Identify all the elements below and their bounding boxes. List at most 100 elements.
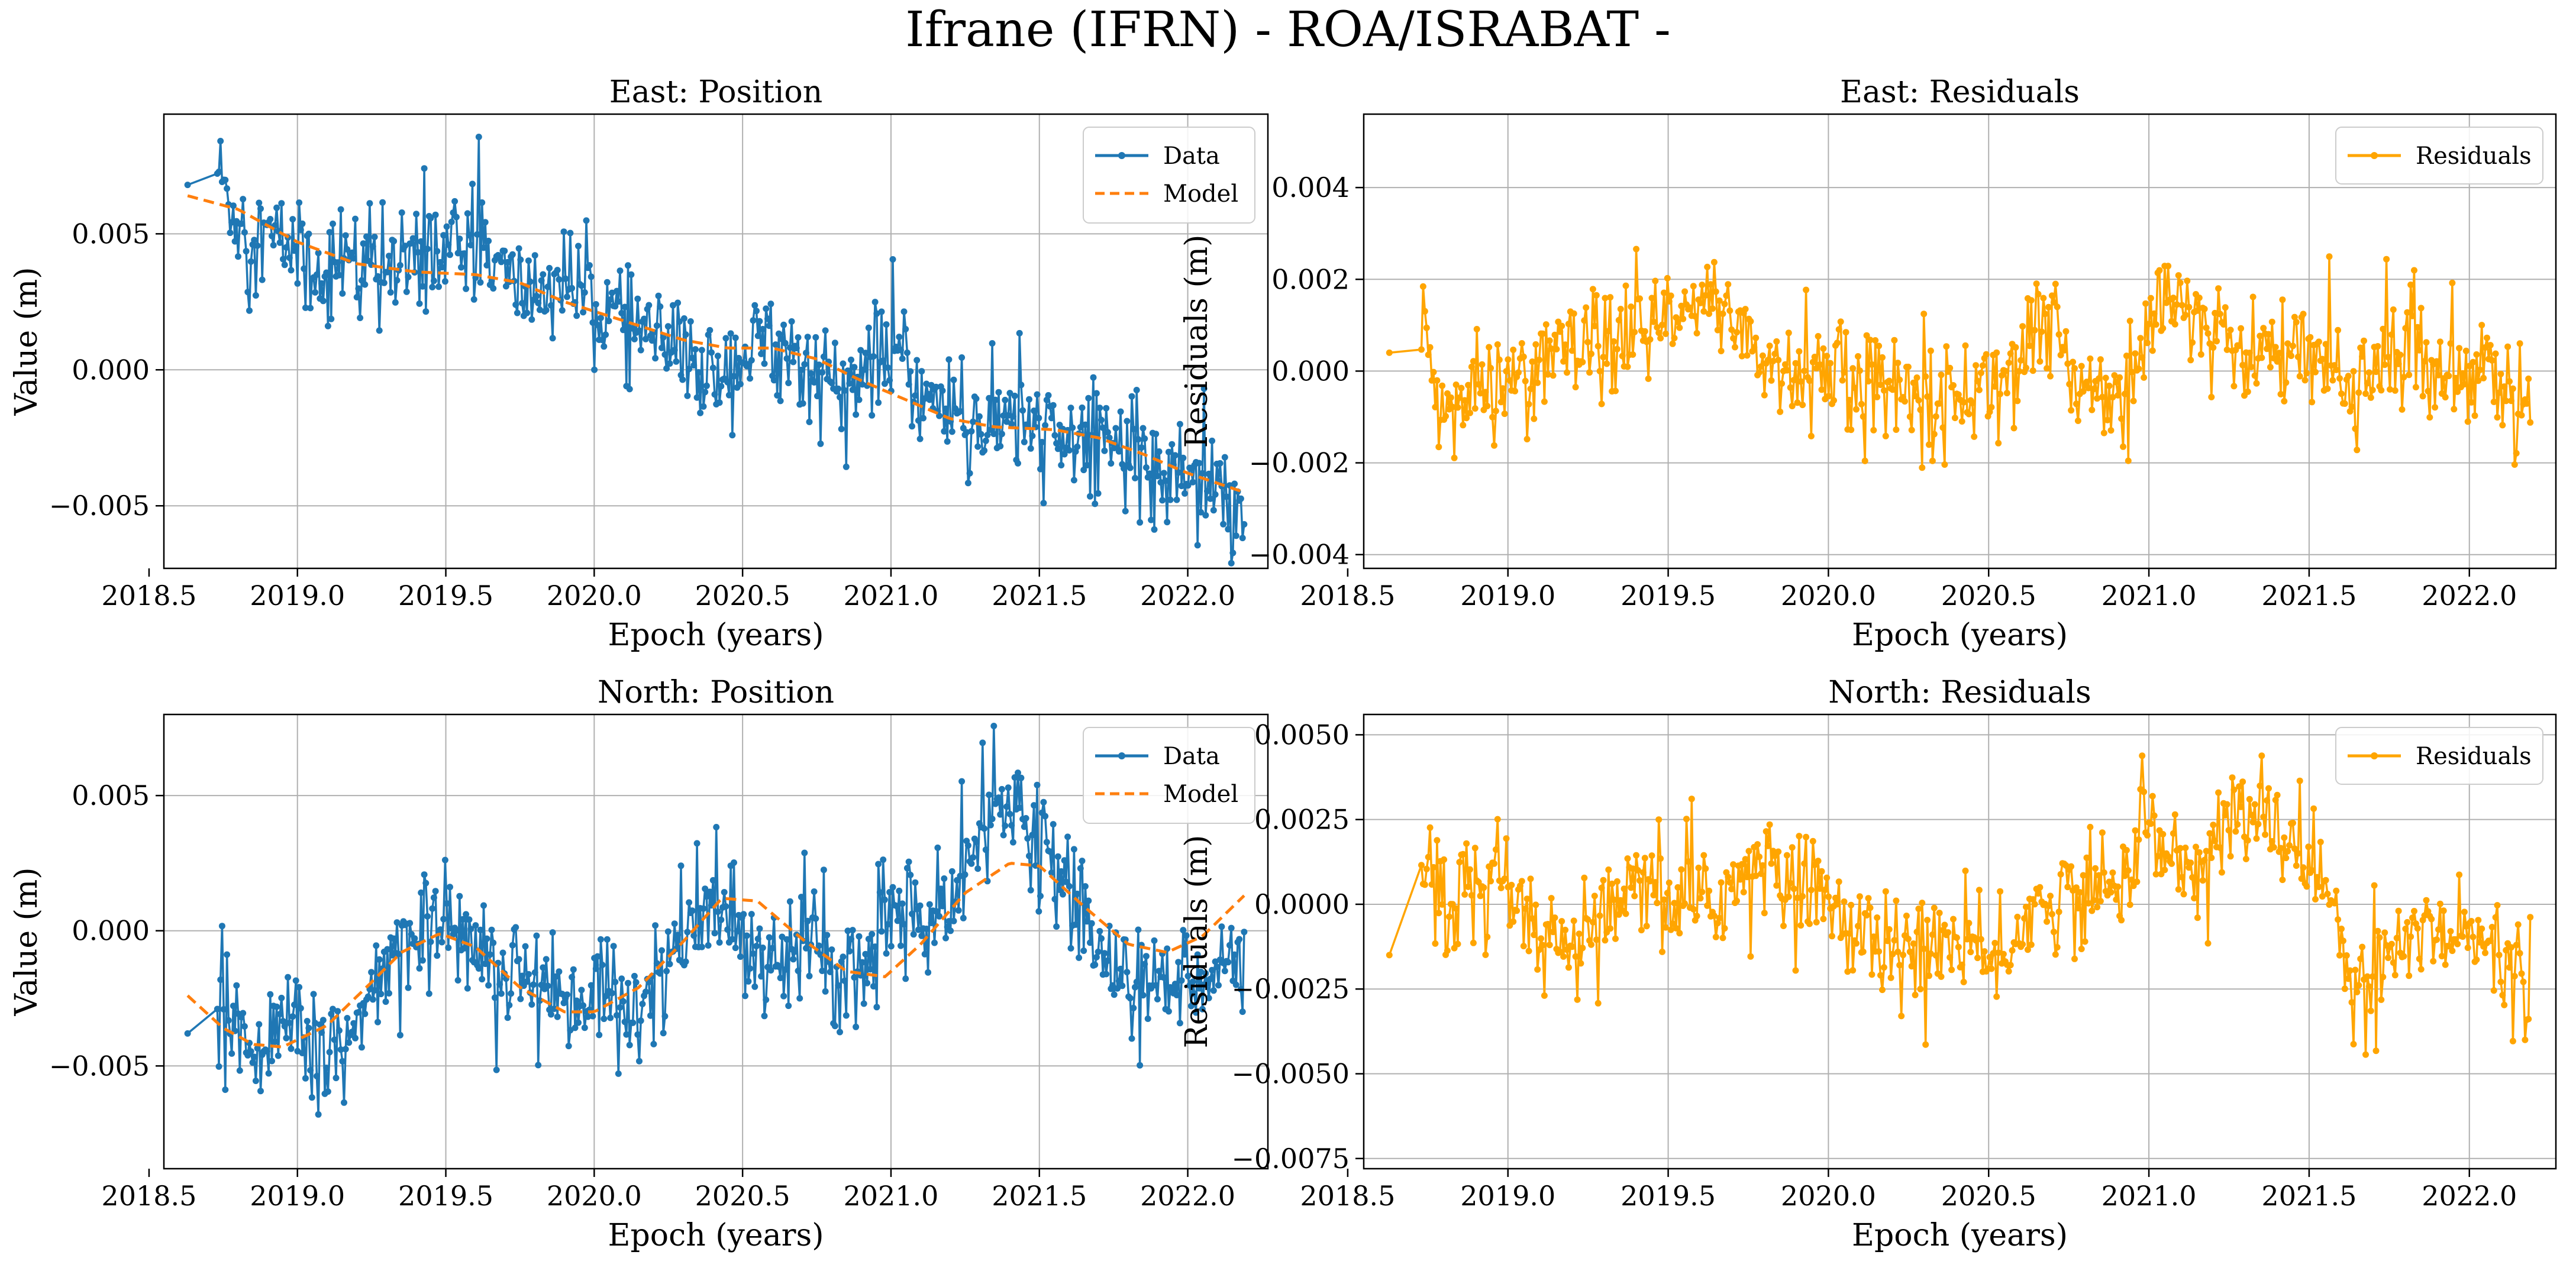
data-point bbox=[1636, 295, 1643, 302]
data-point bbox=[2184, 277, 2191, 284]
data-point bbox=[2357, 955, 2364, 962]
data-point bbox=[467, 242, 474, 248]
data-point bbox=[486, 951, 493, 958]
data-point bbox=[603, 936, 611, 943]
data-point bbox=[515, 245, 522, 252]
data-point bbox=[342, 1046, 349, 1053]
data-point bbox=[968, 428, 975, 435]
data-point bbox=[1470, 358, 1477, 365]
data-point bbox=[1758, 870, 1764, 877]
data-point bbox=[2201, 856, 2208, 863]
data-point bbox=[2488, 924, 2496, 930]
x-tick-label: 2021.0 bbox=[843, 580, 938, 612]
data-point bbox=[2324, 385, 2331, 392]
data-point bbox=[1551, 914, 1558, 921]
data-point bbox=[1006, 810, 1013, 817]
data-point bbox=[1773, 338, 1780, 345]
data-point bbox=[302, 304, 309, 311]
data-point bbox=[2031, 326, 2038, 334]
data-point bbox=[2227, 326, 2234, 334]
data-point bbox=[1846, 930, 1853, 937]
data-point bbox=[1908, 426, 1915, 434]
data-point bbox=[305, 230, 312, 237]
data-point bbox=[1754, 841, 1761, 848]
data-point bbox=[556, 968, 563, 975]
data-point bbox=[1999, 372, 2005, 379]
data-point bbox=[1775, 848, 1782, 855]
data-point bbox=[2194, 307, 2201, 314]
data-point bbox=[2404, 919, 2411, 926]
data-point bbox=[795, 334, 802, 341]
data-point bbox=[1657, 855, 1664, 862]
data-point bbox=[1697, 895, 1704, 902]
data-point bbox=[2026, 342, 2033, 350]
data-point bbox=[1568, 347, 1576, 354]
data-point bbox=[458, 264, 464, 271]
data-point bbox=[344, 1015, 351, 1021]
data-point bbox=[1938, 371, 1945, 379]
data-point bbox=[485, 982, 492, 989]
data-point bbox=[1151, 526, 1158, 533]
data-point bbox=[2317, 839, 2324, 846]
data-point bbox=[1508, 881, 1515, 888]
data-point bbox=[869, 412, 876, 419]
data-point bbox=[1241, 521, 1248, 528]
data-point bbox=[1639, 869, 1647, 876]
data-point bbox=[812, 915, 819, 922]
data-point bbox=[540, 271, 547, 278]
data-point bbox=[1732, 344, 1738, 351]
data-point bbox=[2395, 360, 2402, 367]
data-point bbox=[1477, 390, 1484, 397]
y-axis-label: Value (m) bbox=[9, 867, 44, 1016]
data-point bbox=[538, 277, 545, 284]
data-point bbox=[2433, 936, 2440, 943]
data-point bbox=[553, 973, 559, 980]
data-point bbox=[2118, 415, 2125, 422]
data-point bbox=[297, 227, 304, 234]
data-point bbox=[1615, 316, 1622, 324]
data-point bbox=[756, 318, 763, 325]
data-point bbox=[615, 1070, 622, 1077]
data-point bbox=[2055, 331, 2062, 338]
data-point bbox=[2210, 344, 2217, 351]
data-point bbox=[501, 247, 508, 254]
data-point bbox=[1661, 289, 1667, 296]
data-point bbox=[686, 899, 693, 906]
data-point bbox=[2177, 845, 2184, 852]
data-point bbox=[2074, 418, 2081, 424]
data-point bbox=[1386, 952, 1393, 959]
data-point bbox=[256, 1021, 263, 1028]
data-point bbox=[2499, 422, 2506, 429]
data-point bbox=[2132, 827, 2139, 834]
data-point bbox=[2260, 325, 2267, 332]
data-point bbox=[1665, 298, 1673, 305]
data-point bbox=[628, 271, 635, 278]
data-point bbox=[642, 988, 649, 995]
data-point bbox=[2426, 414, 2433, 421]
data-point bbox=[479, 199, 486, 206]
data-point bbox=[957, 408, 964, 415]
data-point bbox=[1520, 943, 1527, 950]
data-point bbox=[2255, 820, 2262, 827]
data-point bbox=[697, 409, 704, 416]
x-tick-label: 2019.0 bbox=[1460, 580, 1555, 612]
data-point bbox=[1503, 835, 1510, 842]
data-point bbox=[1029, 432, 1036, 439]
data-point bbox=[751, 302, 758, 309]
data-point bbox=[411, 935, 418, 942]
data-point bbox=[1499, 385, 1506, 392]
data-point bbox=[1861, 457, 1868, 464]
data-point bbox=[724, 379, 731, 386]
data-point bbox=[650, 1040, 657, 1047]
data-point bbox=[1435, 444, 1442, 451]
data-point bbox=[754, 935, 761, 942]
data-point bbox=[2007, 962, 2014, 969]
data-point bbox=[1983, 351, 1990, 358]
data-point bbox=[1612, 387, 1619, 394]
data-point bbox=[605, 318, 612, 325]
data-point bbox=[281, 261, 288, 269]
data-point bbox=[1759, 352, 1766, 359]
data-point bbox=[517, 256, 524, 263]
data-point bbox=[533, 293, 540, 299]
legend: Residuals bbox=[2335, 727, 2543, 785]
